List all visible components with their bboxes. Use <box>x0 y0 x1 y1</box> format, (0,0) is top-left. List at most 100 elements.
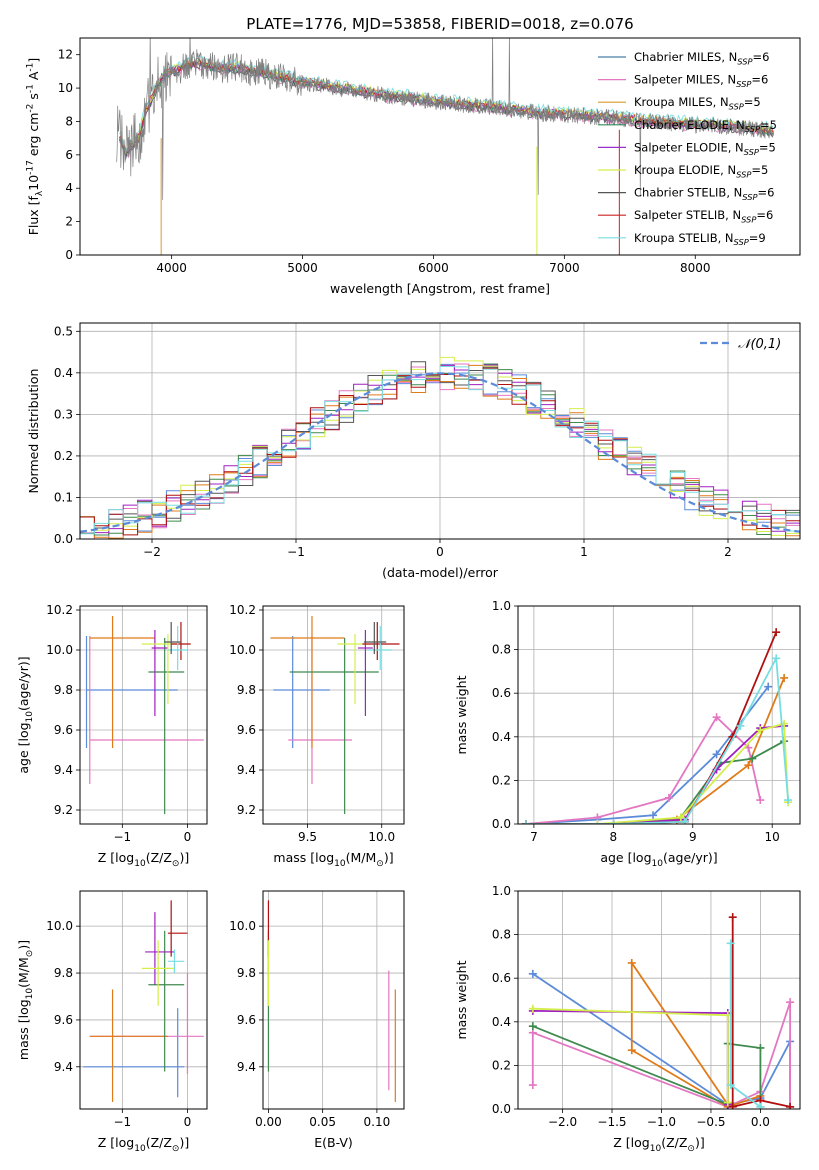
weight-line <box>525 715 762 824</box>
label-fragment: Z [log <box>98 850 134 865</box>
label-fragment: ⊙ <box>172 1144 180 1154</box>
weight-marker <box>772 654 781 663</box>
label-fragment: erg cm <box>26 113 41 161</box>
label-fragment: 10 <box>25 988 35 1000</box>
y-axis-label: mass [log10​(M/M⊙​)] <box>16 940 35 1060</box>
x-tick-label: 7 <box>530 830 538 844</box>
label-fragment: (data-model)/error <box>382 565 499 580</box>
label-fragment: 10 <box>652 859 664 869</box>
axes-frame <box>79 37 801 256</box>
x-axis-label: wavelength [Angstrom, rest frame] <box>330 281 550 296</box>
label-fragment: -1 <box>25 84 35 93</box>
label-fragment: SSP <box>737 56 752 66</box>
label-fragment: =5 <box>744 95 761 109</box>
errorbar-point <box>167 900 188 957</box>
y-tick-label: 0 <box>65 248 73 262</box>
y-tick-label: 10.2 <box>46 603 73 617</box>
x-tick-label: 4000 <box>156 261 187 275</box>
label-fragment: =5 <box>760 118 777 132</box>
label-fragment: Z [log <box>98 1135 134 1150</box>
legend-label: Chabrier ELODIE, NSSP​=5 <box>634 118 777 134</box>
x-tick-label: −1 <box>113 830 131 844</box>
y-tick-label: 0.3 <box>54 407 73 421</box>
label-fragment: -17 <box>25 160 35 175</box>
axes-frame <box>79 322 801 540</box>
label-fragment: (Z/Z <box>146 1135 172 1150</box>
label-fragment: =5 <box>759 140 776 154</box>
x-tick-label: −1 <box>113 1115 131 1129</box>
y-axis-label: Flux [fλ​10-17​ erg cm-2​ s-1​ A-1​] <box>25 58 44 236</box>
x-tick-label: 8 <box>610 830 618 844</box>
x-axis-label: age [log10​(age/yr)] <box>600 850 717 869</box>
label-fragment: SSP <box>745 124 760 134</box>
label-fragment: ⊙ <box>25 950 35 958</box>
weight-marker <box>784 796 793 805</box>
weight-marker <box>772 628 781 637</box>
weight-marker <box>764 682 773 691</box>
y-tick-label: 10.0 <box>229 919 256 933</box>
panel-weight_vs_Z: −2.0 −1.5 −1.0 −0.5 0.0 0.0 0.2 0.4 0.6 0.8 1.0 Z [… <box>454 884 801 1154</box>
errorbar-point <box>141 940 175 1006</box>
y-tick-label: 0.8 <box>492 643 511 657</box>
y-tick-label: 0.2 <box>492 773 511 787</box>
legend-label: Kroupa MILES, NSSP​=5 <box>634 95 761 111</box>
y-tick-label: 9.8 <box>237 683 256 697</box>
y-axis-label: Normed distribution <box>26 369 41 494</box>
weight-marker <box>528 1081 537 1090</box>
weight-marker <box>744 743 753 752</box>
weight-marker <box>627 1046 636 1055</box>
x-tick-label: 9.5 <box>298 830 317 844</box>
x-tick-label: 0 <box>184 830 192 844</box>
plot-area-mass_vs_EBV <box>267 900 396 1102</box>
x-tick-label: 8000 <box>680 261 711 275</box>
y-tick-label: 12 <box>58 48 73 62</box>
figure-title: PLATE=1776, MJD=53858, FIBERID=0018, z=0… <box>246 15 633 33</box>
label-fragment: =6 <box>758 186 775 200</box>
y-tick-label: 9.2 <box>54 803 73 817</box>
x-tick-label: −1.0 <box>647 1115 676 1129</box>
weight-marker <box>756 796 765 805</box>
x-tick-label: 9 <box>689 830 697 844</box>
errorbar-point <box>366 626 393 670</box>
label-fragment: ⊙ <box>376 859 384 869</box>
y-tick-label: 4 <box>65 181 73 195</box>
y-tick-label: 9.2 <box>237 803 256 817</box>
weight-marker <box>786 998 795 1007</box>
x-tick-label: −1 <box>287 545 305 559</box>
legend-label: Chabrier STELIB, NSSP​=6 <box>634 186 774 202</box>
weight-marker <box>712 713 721 722</box>
weight-marker <box>780 673 789 682</box>
weight-marker <box>748 754 757 763</box>
y-tick-label: 0.5 <box>54 324 73 338</box>
label-fragment: age [log <box>600 850 651 865</box>
weight-marker <box>627 958 636 967</box>
legend-label: Salpeter ELODIE, NSSP​=5 <box>634 140 776 156</box>
label-fragment: SSP <box>736 169 751 179</box>
y-tick-label: 0.0 <box>492 817 511 831</box>
label-fragment: mass weight <box>454 960 469 1039</box>
label-fragment: =6 <box>756 208 773 222</box>
weight-marker <box>680 817 689 824</box>
label-fragment: 10 <box>25 711 35 723</box>
plot-area-mass_vs_Z <box>83 900 204 1102</box>
errorbar-point <box>85 636 178 748</box>
label-fragment: 10 <box>26 175 41 191</box>
label-fragment: 10 <box>134 859 146 869</box>
label-fragment: =6 <box>753 50 770 64</box>
label-fragment: Flux [f <box>26 195 41 235</box>
weight-marker <box>528 969 537 978</box>
y-tick-label: 9.6 <box>237 1013 256 1027</box>
x-tick-label: 10 <box>765 830 780 844</box>
label-fragment: Salpeter ELODIE, N <box>634 140 744 154</box>
panel-mass_vs_EBV: 0.00 0.05 0.10 9.4 9.6 9.8 10.0 E(B-V) <box>229 890 405 1150</box>
label-fragment: SSP <box>744 147 759 157</box>
weight-line <box>525 740 785 824</box>
label-fragment: 10 <box>650 1144 662 1154</box>
weight-marker <box>756 1102 765 1109</box>
label-fragment: 𝒩(0,1) <box>738 337 781 352</box>
label-fragment: (M/M <box>16 957 31 988</box>
errorbar-point <box>337 634 367 704</box>
legend-label: Salpeter STELIB, NSSP​=6 <box>634 208 773 224</box>
errorbar-point <box>89 636 204 784</box>
